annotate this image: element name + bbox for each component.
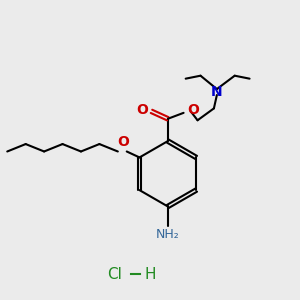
- Text: O: O: [136, 103, 148, 117]
- Text: N: N: [211, 85, 223, 99]
- Text: O: O: [117, 134, 129, 148]
- Text: O: O: [187, 103, 199, 117]
- Text: Cl: Cl: [107, 267, 122, 282]
- Text: NH₂: NH₂: [156, 228, 180, 241]
- Text: H: H: [144, 267, 156, 282]
